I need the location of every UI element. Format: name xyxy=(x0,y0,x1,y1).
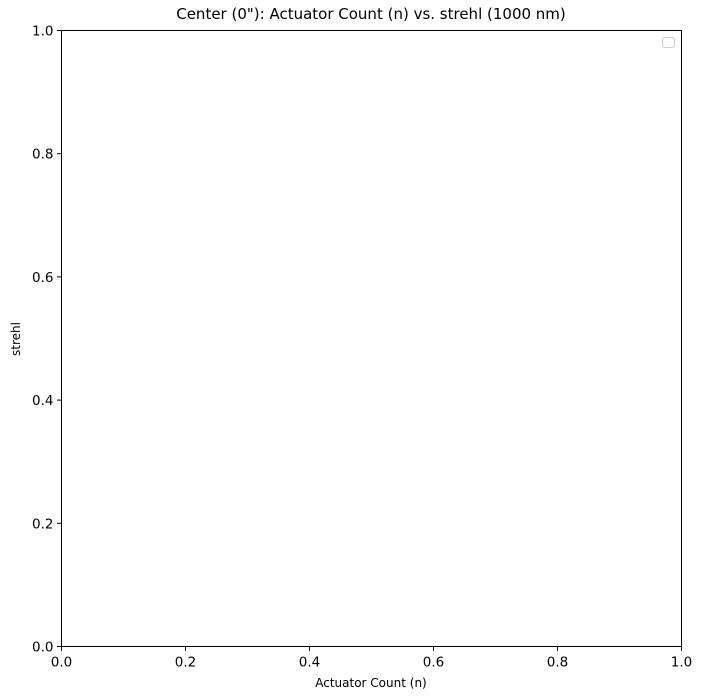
x-tick-label: 1.0 xyxy=(671,655,692,671)
chart-title: Center (0"): Actuator Count (n) vs. stre… xyxy=(176,5,566,23)
x-tick-label: 0.2 xyxy=(175,655,196,671)
x-tick-label: 0.6 xyxy=(423,655,444,671)
y-tick-label: 0.0 xyxy=(32,640,53,656)
y-tick-label: 0.4 xyxy=(32,393,53,409)
y-tick-label: 1.0 xyxy=(32,24,53,40)
y-tick-label: 0.2 xyxy=(32,516,53,532)
plot-area xyxy=(61,30,682,647)
legend xyxy=(662,37,675,48)
x-tick-label: 0.4 xyxy=(299,655,320,671)
x-axis: 0.0 0.2 0.4 0.6 0.8 1.0 xyxy=(51,646,692,671)
y-tick-label: 0.6 xyxy=(32,270,53,286)
y-axis: 0.0 0.2 0.4 0.6 0.8 1.0 xyxy=(32,24,62,656)
y-axis-label: strehl xyxy=(9,322,23,356)
x-tick-label: 0.0 xyxy=(51,655,72,671)
y-tick-label: 0.8 xyxy=(32,147,53,163)
x-axis-label: Actuator Count (n) xyxy=(315,676,426,690)
x-tick-label: 0.8 xyxy=(547,655,568,671)
